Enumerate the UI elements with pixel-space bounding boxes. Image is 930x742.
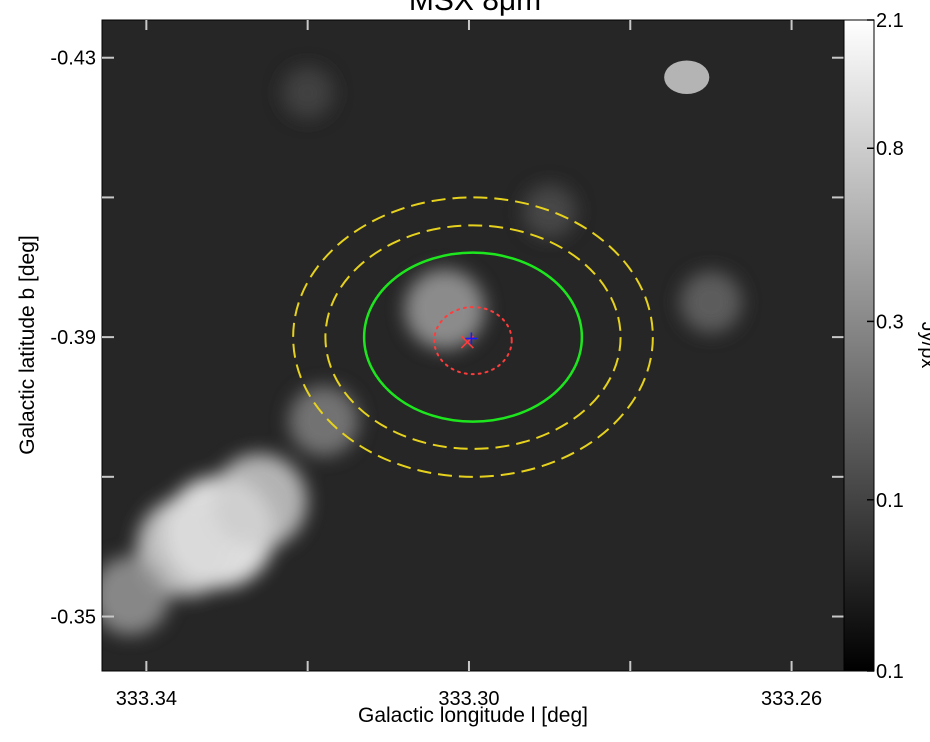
tick-layer: 333.34 333.30 333.26 -0.35 -0.39 -0.43 bbox=[50, 20, 844, 710]
x-tick-label-2: 333.30 bbox=[438, 688, 499, 710]
colorbar-tick-label-1: 2.1 bbox=[876, 10, 904, 32]
intensity-map bbox=[102, 20, 844, 671]
inner-aperture bbox=[324, 224, 622, 450]
x-tick-label-3: 333.26 bbox=[761, 688, 822, 710]
colorbar-tick-label-3: 0.3 bbox=[876, 311, 904, 333]
emission-source-8 bbox=[523, 184, 577, 238]
colorbar-label: Jy/px bbox=[917, 322, 930, 369]
y-tick-label-3: -0.43 bbox=[50, 48, 96, 70]
colorbar-tick-label-2: 0.8 bbox=[876, 138, 904, 160]
y-tick-label-2: -0.39 bbox=[50, 327, 96, 349]
emission-source-2 bbox=[136, 496, 237, 597]
outer-aperture bbox=[292, 196, 654, 478]
colorbar bbox=[843, 19, 875, 672]
emission-blobs bbox=[102, 66, 742, 635]
overlay-layer bbox=[292, 60, 710, 478]
peak-circle bbox=[433, 306, 513, 376]
colorbar-tick-layer: 2.1 0.8 0.3 0.1 0.1 bbox=[867, 10, 904, 683]
beam bbox=[664, 60, 710, 95]
colorbar-tick-label-4: 0.1 bbox=[876, 490, 904, 512]
colorbar-tick-label-5: 0.1 bbox=[876, 661, 904, 683]
emission-source-3 bbox=[211, 453, 307, 549]
emission-source-6 bbox=[288, 385, 359, 456]
emission-source-5 bbox=[404, 269, 485, 350]
x-axis-label: Galactic longitude l [deg] bbox=[358, 704, 588, 727]
source-ellipse bbox=[362, 251, 584, 423]
x-tick-label-1: 333.34 bbox=[116, 688, 177, 710]
y-tick-label-1: -0.35 bbox=[50, 607, 96, 629]
y-axis-label: Galactic latitude b [deg] bbox=[16, 235, 39, 454]
blue-plus-marker bbox=[465, 332, 478, 345]
emission-source-4 bbox=[102, 556, 170, 635]
emission-source-7 bbox=[680, 271, 742, 333]
emission-source-9 bbox=[281, 66, 334, 119]
chart-title: MSX 8μm bbox=[409, 0, 541, 17]
